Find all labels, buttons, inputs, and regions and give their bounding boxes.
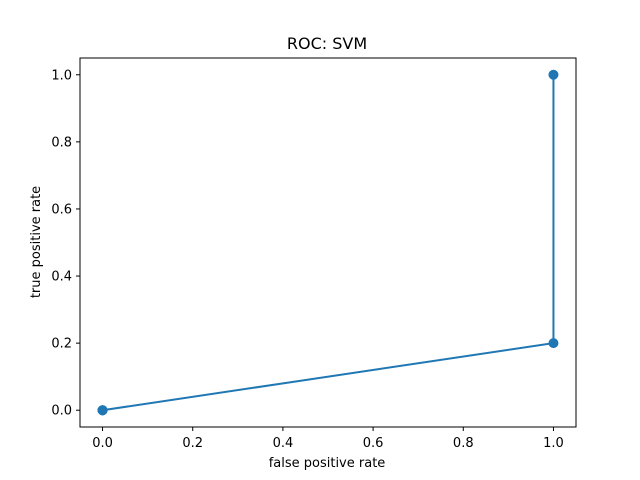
plot-area <box>97 69 559 416</box>
axes-frame <box>79 57 577 428</box>
y-tick-label: 0.0 <box>51 404 72 419</box>
y-tick-label: 0.4 <box>51 270 72 285</box>
x-tick-label: 0.4 <box>273 436 294 451</box>
roc-point <box>548 338 559 349</box>
x-tick-label: 0.0 <box>92 436 113 451</box>
roc-point <box>548 69 559 80</box>
y-tick-label: 1.0 <box>51 68 72 83</box>
x-tick-label: 0.6 <box>363 436 384 451</box>
roc-curve-line <box>102 74 555 412</box>
roc-point <box>97 405 108 416</box>
x-tick-label: 0.2 <box>182 436 203 451</box>
axes: 0.0 0.2 0.4 0.6 0.8 1.0 0.0 0.2 0.4 0.6 0.8 1.0 <box>51 57 577 451</box>
y-axis-label: true positive rate <box>29 186 44 298</box>
x-tick-label: 0.8 <box>453 436 474 451</box>
chart-title: ROC: SVM <box>287 34 367 53</box>
y-tick-label: 0.8 <box>51 135 72 150</box>
x-tick-label: 1.0 <box>543 436 564 451</box>
y-tick-label: 0.6 <box>51 202 72 217</box>
x-axis-label: false positive rate <box>269 456 386 471</box>
y-tick-label: 0.2 <box>51 337 72 352</box>
